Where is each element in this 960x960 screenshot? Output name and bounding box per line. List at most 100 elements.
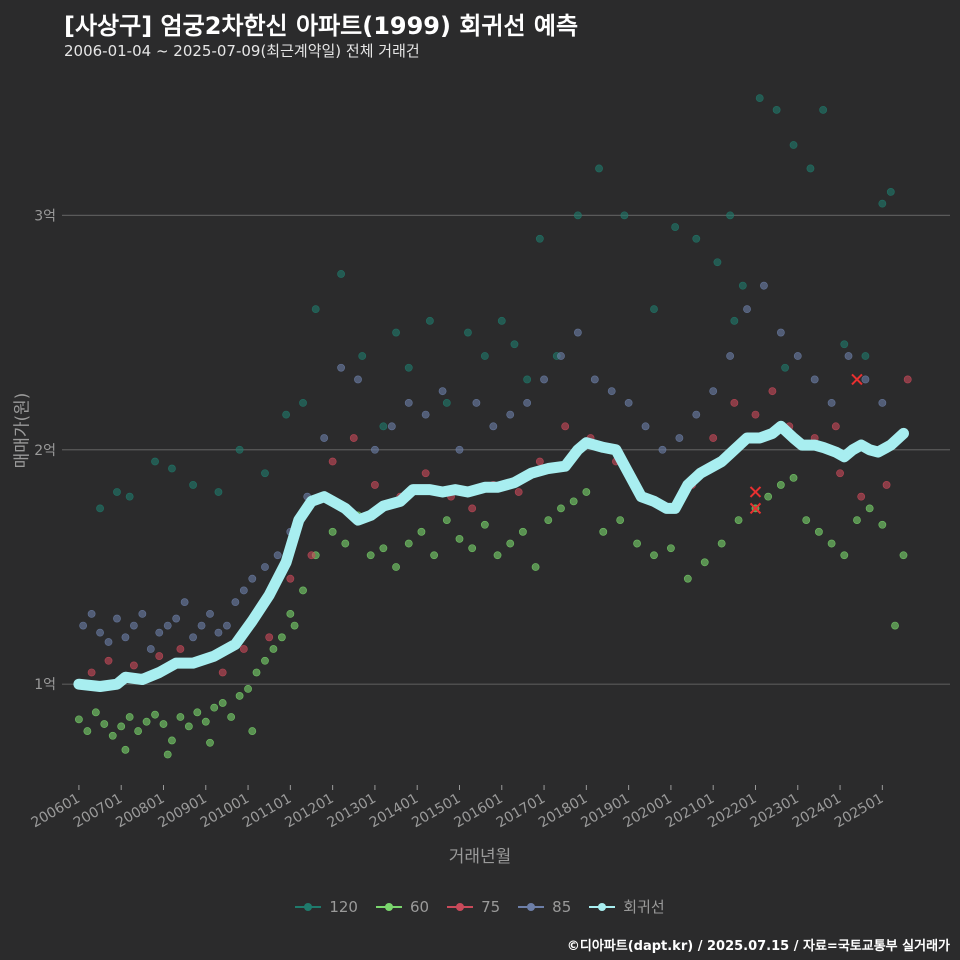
- data-point-120: [806, 164, 815, 173]
- data-point-85: [624, 398, 633, 407]
- data-point-85: [231, 598, 240, 607]
- data-point-75: [371, 481, 379, 489]
- data-point-60: [493, 551, 502, 560]
- marker-stroke: [851, 373, 863, 386]
- data-point-60: [468, 544, 477, 553]
- data-point-60: [134, 727, 143, 735]
- data-point-60: [776, 481, 785, 489]
- data-point-85: [692, 410, 701, 419]
- data-point-85: [87, 609, 96, 618]
- data-point-75: [176, 645, 185, 653]
- data-point-60: [557, 504, 565, 513]
- data-point-120: [650, 305, 658, 314]
- data-point-85: [180, 598, 189, 607]
- data-point-120: [113, 488, 121, 496]
- data-point-60: [480, 520, 489, 529]
- marker-stroke: [749, 486, 762, 498]
- data-point-60: [891, 621, 899, 630]
- y-tick-label: 3억: [34, 208, 56, 224]
- data-point-120: [96, 504, 104, 513]
- recent-markers: [749, 373, 863, 515]
- data-point-75: [751, 410, 760, 419]
- x-tick-label: 202501: [832, 791, 886, 832]
- legend-item-trend: 회귀선: [589, 896, 665, 917]
- data-point-85: [861, 375, 870, 384]
- data-point-120: [772, 105, 781, 114]
- data-point-60: [168, 736, 176, 745]
- data-point-85: [709, 387, 718, 396]
- data-point-85: [239, 586, 248, 595]
- data-point-60: [899, 551, 908, 560]
- data-point-60: [455, 534, 464, 543]
- data-point-85: [104, 638, 113, 646]
- data-point-60: [417, 527, 426, 536]
- data-point-85: [776, 328, 785, 337]
- data-point-120: [379, 422, 388, 431]
- data-point-75: [535, 457, 544, 466]
- data-point-120: [510, 340, 519, 349]
- data-point-120: [189, 481, 197, 489]
- data-point-60: [121, 745, 130, 754]
- data-point-85: [658, 445, 667, 454]
- data-point-75: [561, 422, 570, 431]
- chart-title: [사상구] 엄궁2차한신 아파트(1999) 회귀선 예측: [64, 12, 579, 40]
- data-point-85: [743, 305, 751, 314]
- data-point-120: [595, 164, 603, 173]
- data-point-75: [730, 398, 739, 407]
- y-tick-label: 2억: [34, 443, 56, 459]
- recent-trade-marker: [851, 373, 863, 386]
- data-point-60: [582, 488, 591, 496]
- legend-key-120: [295, 901, 322, 913]
- data-point-60: [159, 720, 168, 728]
- trend-line-layer: [73, 420, 909, 692]
- data-point-75: [836, 469, 844, 478]
- data-point-85: [129, 621, 138, 630]
- data-point-85: [523, 398, 532, 407]
- data-point-120: [886, 188, 895, 196]
- data-point-60: [117, 722, 126, 731]
- data-point-85: [320, 434, 329, 442]
- data-point-85: [557, 352, 565, 360]
- data-point-60: [840, 551, 849, 560]
- data-point-120: [168, 464, 176, 473]
- data-point-85: [438, 387, 447, 396]
- data-point-60: [633, 539, 641, 548]
- data-point-60: [789, 474, 798, 482]
- data-point-60: [248, 727, 257, 735]
- data-point-60: [184, 722, 193, 731]
- data-point-60: [328, 527, 337, 536]
- data-point-75: [882, 481, 891, 489]
- legend-label-60: 60: [409, 897, 430, 916]
- data-point-85: [760, 281, 768, 290]
- data-point-120: [425, 316, 434, 325]
- data-point-60: [734, 516, 743, 524]
- data-point-85: [223, 621, 231, 630]
- y-tick-labels: 1억 2억 3억: [34, 208, 56, 693]
- data-point-120: [713, 258, 722, 267]
- data-point-60: [616, 516, 625, 524]
- data-point-60: [392, 563, 400, 571]
- data-point-75: [709, 434, 718, 442]
- data-point-85: [810, 375, 819, 384]
- data-point-120: [535, 234, 544, 243]
- chart-subtitle: 2006-01-04 ~ 2025-07-09(최근계약일) 전체 거래건: [64, 42, 420, 60]
- data-point-85: [404, 398, 413, 407]
- data-point-85: [878, 398, 887, 407]
- data-point-120: [214, 488, 223, 496]
- data-point-85: [96, 628, 104, 637]
- data-point-60: [430, 551, 439, 560]
- data-point-120: [840, 340, 849, 349]
- data-point-60: [227, 713, 236, 721]
- data-point-75: [265, 633, 274, 642]
- data-point-120: [878, 199, 887, 208]
- data-point-85: [472, 398, 481, 407]
- data-point-60: [404, 539, 413, 548]
- data-point-85: [489, 422, 498, 431]
- data-point-85: [172, 614, 181, 623]
- data-point-60: [506, 539, 515, 548]
- x-tick-labels: 2006012007012008012009012010012011012012…: [29, 785, 886, 832]
- data-point-60: [290, 621, 299, 630]
- legend-label-trend: 회귀선: [623, 898, 665, 916]
- data-point-75: [286, 574, 295, 583]
- data-point-60: [827, 539, 836, 548]
